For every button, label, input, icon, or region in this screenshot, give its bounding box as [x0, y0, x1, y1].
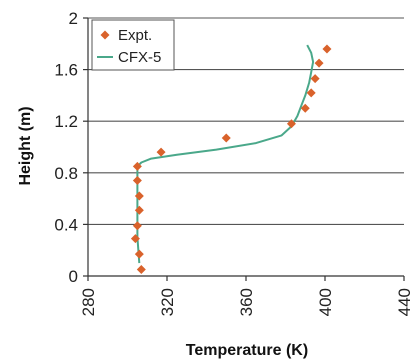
expt-marker — [132, 161, 142, 171]
expt-marker — [156, 147, 166, 157]
y-tick-label: 1.6 — [54, 61, 78, 80]
cfx-5-line — [136, 44, 315, 264]
x-tick-label: 280 — [79, 288, 98, 316]
legend-box — [91, 19, 175, 71]
series-lines — [136, 44, 315, 264]
expt-marker — [310, 74, 320, 84]
expt-marker — [221, 133, 231, 143]
expt-marker — [314, 58, 324, 68]
expt-marker — [132, 221, 142, 231]
expt-marker — [130, 234, 140, 244]
y-tick-label: 1.2 — [54, 112, 78, 131]
series-markers — [130, 44, 332, 275]
x-tick-label: 360 — [237, 288, 256, 316]
expt-marker — [322, 44, 332, 54]
y-tick-label: 2 — [69, 9, 78, 28]
x-tick-label: 400 — [316, 288, 335, 316]
expt-marker — [134, 205, 144, 215]
legend-expt-marker — [100, 30, 110, 40]
legend-cfx-label: CFX-5 — [118, 49, 161, 66]
y-axis-title: Height (m) — [17, 106, 34, 185]
expt-marker — [136, 265, 146, 275]
legend: Expt. CFX-5 — [91, 19, 175, 71]
x-tick-label: 320 — [158, 288, 177, 316]
y-tick-label: 0 — [69, 267, 78, 286]
expt-marker — [286, 119, 296, 129]
x-axis-title: Temperature (K) — [186, 342, 308, 359]
legend-expt-diamond — [100, 30, 110, 40]
expt-marker — [132, 176, 142, 186]
expt-marker — [134, 249, 144, 259]
y-tick-label: 0.4 — [54, 215, 78, 234]
y-tick-label: 0.8 — [54, 164, 78, 183]
x-tick-labels: 280 320 360 400 440 — [79, 288, 414, 316]
legend-expt-label: Expt. — [118, 27, 152, 44]
x-tick-label: 440 — [395, 288, 414, 316]
expt-marker — [306, 88, 316, 98]
expt-marker — [300, 103, 310, 113]
y-tick-labels: 0 0.4 0.8 1.2 1.6 2 — [54, 9, 78, 286]
tick-marks — [83, 17, 405, 281]
expt-marker — [134, 191, 144, 201]
